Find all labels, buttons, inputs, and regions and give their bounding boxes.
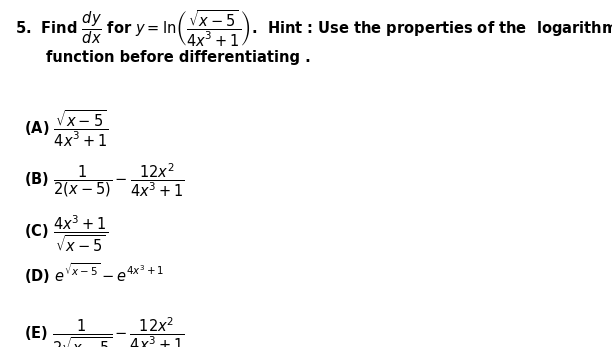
Text: (C) $\dfrac{4x^3+1}{\sqrt{x-5}}$: (C) $\dfrac{4x^3+1}{\sqrt{x-5}}$ xyxy=(24,213,108,254)
Text: 5.  Find $\dfrac{dy}{dx}$ for $y = \ln\!\left(\dfrac{\sqrt{x-5}}{4x^3+1}\right)$: 5. Find $\dfrac{dy}{dx}$ for $y = \ln\!\… xyxy=(15,9,612,49)
Text: (D) $e^{\sqrt{x-5}} - e^{4x^3+1}$: (D) $e^{\sqrt{x-5}} - e^{4x^3+1}$ xyxy=(24,262,165,286)
Text: (B) $\dfrac{1}{2(x-5)} - \dfrac{12x^2}{4x^3+1}$: (B) $\dfrac{1}{2(x-5)} - \dfrac{12x^2}{4… xyxy=(24,161,185,199)
Text: (A) $\dfrac{\sqrt{x-5}}{4x^3+1}$: (A) $\dfrac{\sqrt{x-5}}{4x^3+1}$ xyxy=(24,109,109,150)
Text: (E) $\dfrac{1}{2\sqrt{x-5}} - \dfrac{12x^2}{4x^3+1}$: (E) $\dfrac{1}{2\sqrt{x-5}} - \dfrac{12x… xyxy=(24,316,185,347)
Text: function before differentiating .: function before differentiating . xyxy=(46,50,311,65)
